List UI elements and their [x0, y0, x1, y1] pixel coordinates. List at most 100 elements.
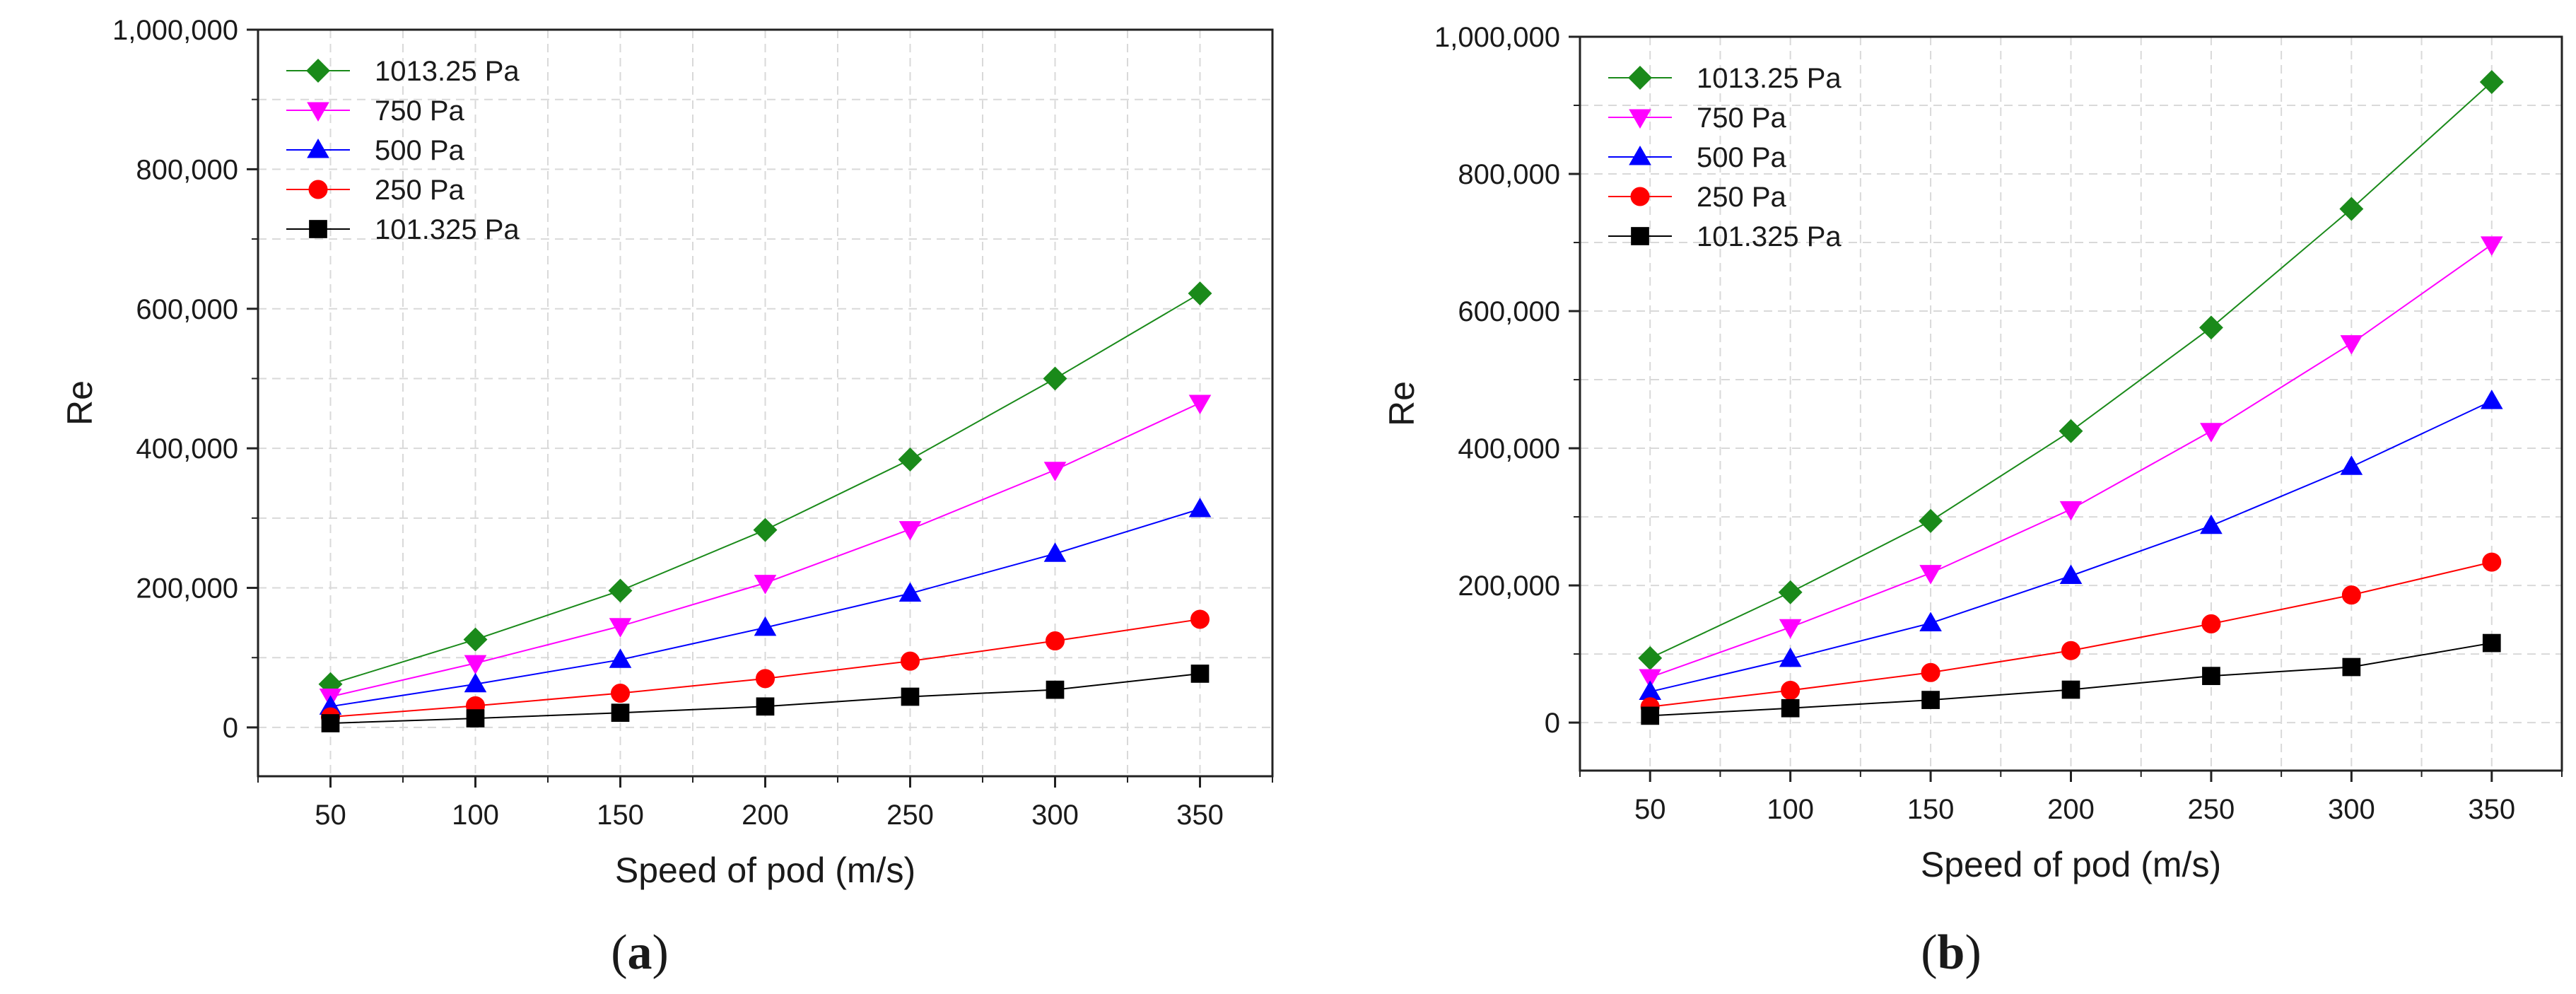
data-point: [2341, 585, 2361, 605]
legend: 1013.25 Pa 750 Pa 500 Pa 250 Pa 101.325 Pa: [1608, 63, 1842, 252]
data-point: [2200, 514, 2223, 534]
legend-item: 1013.25 Pa: [286, 56, 520, 87]
data-point: [2340, 335, 2363, 355]
x-tick-label: 150: [1907, 794, 1955, 825]
x-tick-label: 200: [742, 800, 789, 831]
x-axis-title: Speed of pod (m/s): [1921, 845, 2221, 884]
data-point: [753, 518, 778, 542]
data-point: [1638, 645, 1663, 670]
data-point: [2061, 680, 2080, 699]
data-point: [901, 687, 920, 706]
legend-marker: [1630, 187, 1650, 206]
data-point: [1188, 498, 1212, 518]
data-point: [756, 697, 775, 716]
legend-marker: [1628, 66, 1652, 90]
data-point: [611, 703, 630, 723]
data-point: [1188, 281, 1212, 306]
data-point: [898, 521, 922, 541]
legend-label: 750 Pa: [375, 95, 465, 127]
y-tick-label: 800,000: [1458, 159, 1560, 190]
y-tick-label: 600,000: [1458, 296, 1560, 327]
data-point: [1919, 612, 1942, 631]
data-point: [2342, 657, 2361, 677]
data-point: [754, 616, 777, 636]
data-point: [1043, 542, 1067, 562]
x-tick-label: 200: [2047, 794, 2095, 825]
y-tick-label: 0: [223, 713, 238, 744]
data-point: [1188, 394, 1212, 414]
data-point: [2480, 390, 2503, 409]
data-point: [1921, 662, 1940, 682]
data-point: [2202, 667, 2220, 685]
legend-marker: [1629, 109, 1651, 129]
legend-item: 250 Pa: [286, 175, 465, 206]
data-point: [2480, 236, 2503, 256]
x-tick-label: 100: [1767, 794, 1814, 825]
data-point: [2059, 501, 2083, 521]
data-point: [1639, 669, 1662, 689]
x-tick-label: 100: [452, 800, 499, 831]
y-tick-label: 800,000: [136, 154, 238, 185]
legend-marker: [308, 180, 328, 199]
series-250-pa: [321, 609, 1210, 727]
legend-marker: [307, 139, 329, 158]
legend-label: 1013.25 Pa: [1697, 63, 1842, 94]
x-tick-label: 300: [2328, 794, 2375, 825]
series-750-pa: [1639, 236, 2503, 689]
y-tick-label: 400,000: [1458, 433, 1560, 464]
data-point: [754, 575, 777, 595]
series-1013-25-pa: [1638, 70, 2504, 670]
y-tick-label: 0: [1545, 708, 1560, 739]
legend-label: 750 Pa: [1697, 103, 1787, 134]
data-point: [463, 627, 488, 652]
legend-label: 500 Pa: [1697, 142, 1787, 173]
data-point: [2059, 419, 2083, 443]
y-axis-title: Re: [60, 380, 100, 426]
legend-label: 101.325 Pa: [375, 214, 520, 245]
data-point: [2482, 633, 2501, 653]
data-point: [1043, 462, 1067, 481]
data-point: [1046, 631, 1065, 651]
data-point: [1919, 565, 1942, 585]
legend-item: 750 Pa: [286, 95, 465, 127]
data-point: [1919, 508, 1943, 533]
legend-marker: [1629, 146, 1651, 165]
data-point: [901, 651, 920, 671]
legend-marker: [1631, 227, 1649, 245]
data-point: [2340, 455, 2363, 475]
legend-item: 500 Pa: [286, 135, 465, 166]
data-point: [611, 684, 630, 703]
data-point: [898, 582, 922, 602]
legend-label: 1013.25 Pa: [375, 56, 520, 87]
data-point: [2059, 564, 2083, 585]
series-101-325-pa: [321, 665, 1210, 732]
data-point: [1921, 691, 1940, 709]
legend-label: 250 Pa: [375, 175, 465, 206]
legend-item: 500 Pa: [1608, 142, 1787, 173]
data-point: [1043, 366, 1067, 391]
data-point: [2479, 70, 2504, 94]
data-point: [1641, 706, 1660, 725]
data-point: [2201, 614, 2221, 633]
x-tick-label: 150: [597, 800, 644, 831]
y-tick-label: 200,000: [136, 573, 238, 604]
y-tick-label: 200,000: [1458, 571, 1560, 602]
data-point: [1778, 580, 1803, 604]
legend-item: 250 Pa: [1608, 182, 1787, 213]
legend: 1013.25 Pa 750 Pa 500 Pa 250 Pa 101.325 Pa: [286, 56, 520, 245]
legend-label: 250 Pa: [1697, 182, 1787, 213]
legend-label: 500 Pa: [375, 135, 465, 166]
legend-label: 101.325 Pa: [1697, 221, 1842, 252]
y-axis-title: Re: [1382, 381, 1422, 426]
y-tick-label: 400,000: [136, 433, 238, 464]
chart-panel-a: 0 200,000 400,000 600,000 800,000 1,000,000 50…: [60, 15, 1274, 980]
data-point: [466, 709, 485, 727]
data-point: [2482, 552, 2502, 572]
data-point: [609, 618, 632, 638]
data-point: [898, 447, 923, 472]
data-point: [2200, 423, 2223, 443]
legend-item: 101.325 Pa: [286, 214, 520, 245]
x-axis: 50 100 150 200 250 300 350: [1579, 771, 2563, 825]
data-point: [1781, 680, 1801, 700]
data-point: [1779, 647, 1802, 667]
